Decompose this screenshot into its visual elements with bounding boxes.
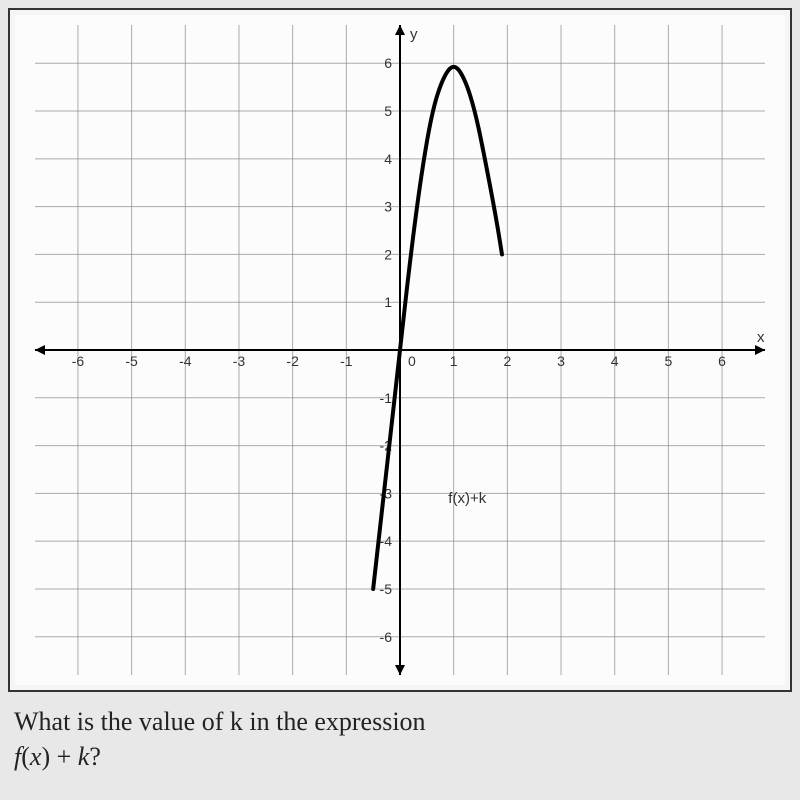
svg-text:1: 1	[384, 294, 392, 310]
svg-text:-5: -5	[125, 353, 138, 369]
svg-text:0: 0	[408, 353, 416, 369]
svg-text:f(x)+k: f(x)+k	[448, 490, 486, 507]
svg-text:x: x	[757, 329, 765, 346]
svg-text:y: y	[410, 26, 418, 43]
paren-open: (	[21, 742, 30, 771]
svg-text:5: 5	[384, 103, 392, 119]
svg-text:4: 4	[384, 151, 392, 167]
svg-text:-3: -3	[233, 353, 246, 369]
chart-frame: -6-5-4-3-2-11234560-6-5-4-3-2-1123456yxf…	[8, 8, 792, 692]
svg-text:6: 6	[718, 353, 726, 369]
svg-text:-1: -1	[340, 353, 353, 369]
svg-text:5: 5	[664, 353, 672, 369]
question-line1: What is the value of k in the expression	[14, 707, 426, 736]
svg-text:-5: -5	[380, 581, 393, 597]
svg-text:-1: -1	[380, 390, 393, 406]
svg-text:-4: -4	[380, 533, 393, 549]
svg-text:-6: -6	[380, 629, 393, 645]
svg-text:-6: -6	[72, 353, 85, 369]
svg-text:6: 6	[384, 55, 392, 71]
svg-text:3: 3	[557, 353, 565, 369]
svg-text:2: 2	[503, 353, 511, 369]
svg-text:4: 4	[611, 353, 619, 369]
svg-text:3: 3	[384, 199, 392, 215]
var-x: x	[30, 742, 42, 771]
qmark: ?	[89, 742, 101, 771]
coordinate-grid: -6-5-4-3-2-11234560-6-5-4-3-2-1123456yxf…	[15, 15, 785, 685]
question-text: What is the value of k in the expression…	[8, 704, 792, 774]
var-k: k	[78, 742, 90, 771]
svg-text:1: 1	[450, 353, 458, 369]
svg-text:2: 2	[384, 246, 392, 262]
paren-close-plus: ) +	[41, 742, 77, 771]
svg-text:-4: -4	[179, 353, 192, 369]
svg-text:-2: -2	[286, 353, 299, 369]
